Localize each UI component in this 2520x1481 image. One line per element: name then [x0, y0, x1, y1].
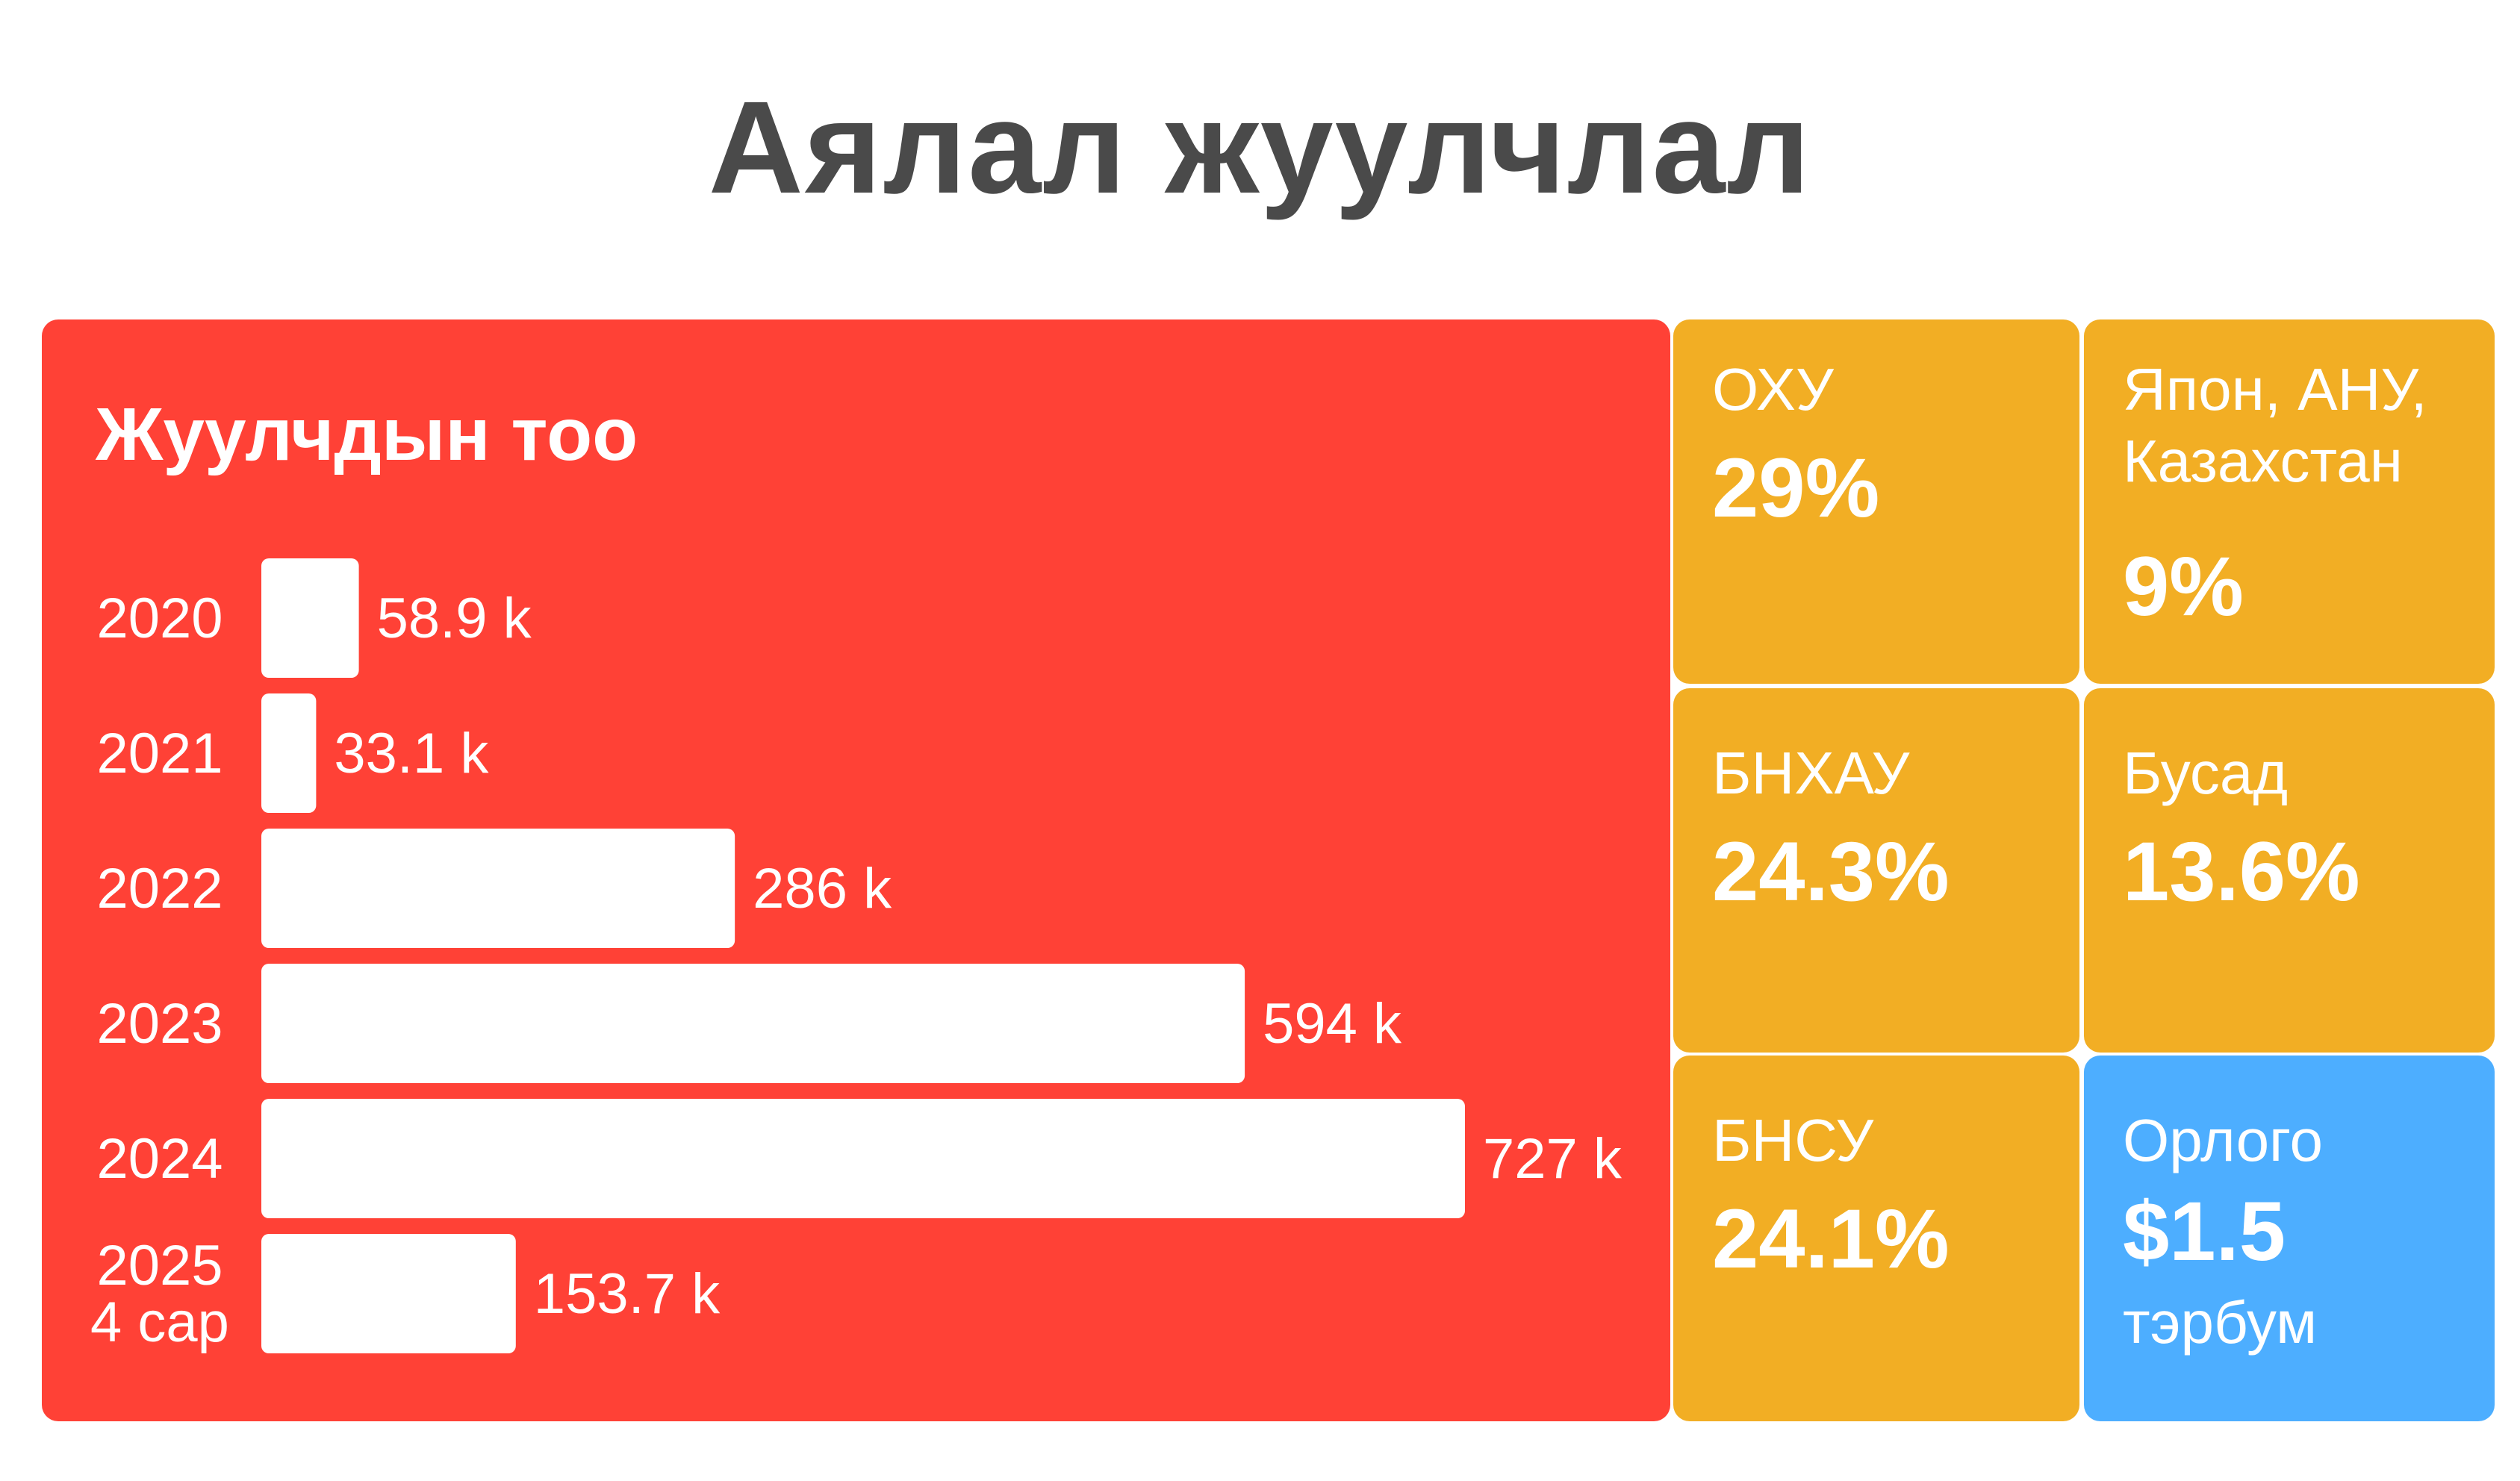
- tile-value: 29%: [1712, 441, 1880, 534]
- category-label-5: 2025 4 сар: [90, 1234, 229, 1354]
- category-label-0: 2020: [96, 587, 223, 650]
- data-label-2: 286 k: [753, 857, 892, 920]
- bar-4: [261, 1099, 1465, 1218]
- tile-russia: ОХУ 29%: [1673, 319, 2079, 684]
- data-label-0: 58.9 k: [377, 587, 532, 650]
- bar-1: [261, 693, 317, 813]
- tile-value: 9%: [2123, 540, 2244, 633]
- income-label: Орлого: [2123, 1107, 2323, 1173]
- tile-income: Орлого $1.5 тэрбум: [2084, 1056, 2495, 1421]
- data-label-4: 727 k: [1483, 1127, 1623, 1191]
- page-title: Аялал жуулчлал: [708, 75, 1812, 221]
- category-label-2: 2022: [96, 857, 223, 920]
- income-unit: тэрбум: [2123, 1289, 2318, 1356]
- tourist-bar-chart: 2020 58.9 k 2021 33.1 k 2022 286 k 2023 594 k 20…: [90, 558, 1623, 1354]
- tile-value: 13.6%: [2123, 825, 2360, 918]
- tile-label: Япон, АНУ, Казахстан: [2123, 356, 2427, 494]
- chart-title: Жуулчдын тоо: [96, 393, 638, 476]
- tile-value: 24.3%: [1712, 825, 1950, 918]
- tourist-count-panel: Жуулчдын тоо 2020 58.9 k 2021 33.1 k 2022 286…: [42, 319, 1670, 1421]
- tile-korea: БНСУ 24.1%: [1673, 1056, 2079, 1421]
- tile-label: БНХАУ: [1712, 740, 1910, 806]
- bar-0: [261, 558, 359, 678]
- tile-label: БНСУ: [1712, 1107, 1874, 1173]
- data-label-5: 153.7 k: [534, 1262, 721, 1326]
- data-label-1: 33.1 k: [334, 722, 489, 785]
- tile-japan-usa-kazakhstan: Япон, АНУ, Казахстан 9%: [2084, 319, 2495, 684]
- tile-other: Бусад 13.6%: [2084, 688, 2495, 1053]
- category-label-1: 2021: [96, 722, 223, 785]
- tile-label: Бусад: [2123, 740, 2289, 806]
- bar-5: [261, 1234, 516, 1353]
- tile-label: ОХУ: [1712, 356, 1834, 423]
- category-label-3: 2023: [96, 992, 223, 1056]
- tile-china: БНХАУ 24.3%: [1673, 688, 2079, 1053]
- data-label-3: 594 k: [1263, 992, 1402, 1056]
- tile-value: 24.1%: [1712, 1192, 1950, 1285]
- category-label-4: 2024: [96, 1127, 223, 1191]
- bar-2: [261, 829, 735, 948]
- bar-3: [261, 964, 1245, 1083]
- income-value: $1.5: [2123, 1185, 2286, 1278]
